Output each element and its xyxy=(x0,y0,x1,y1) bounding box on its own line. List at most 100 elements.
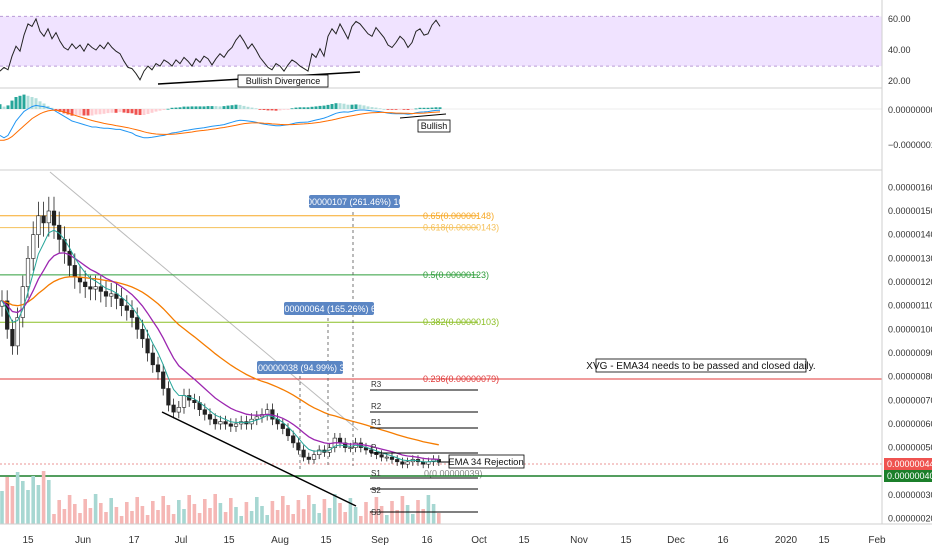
volume-bar xyxy=(5,477,9,524)
volume-bar xyxy=(229,498,233,524)
candle-body xyxy=(311,454,317,460)
volume-bar xyxy=(52,514,56,524)
macd-histogram-bar xyxy=(278,109,282,111)
macd-histogram-bar xyxy=(78,109,82,116)
volume-bar xyxy=(317,513,321,524)
candle-body xyxy=(285,428,291,437)
macd-histogram-bar xyxy=(438,107,442,109)
volume-bar xyxy=(421,509,425,524)
macd-histogram-bar xyxy=(102,109,106,114)
macd-histogram-bar xyxy=(330,104,334,109)
macd-histogram-bar xyxy=(290,108,294,110)
macd-histogram-bar xyxy=(342,103,346,109)
price-tick: 0.00000110 xyxy=(888,301,932,311)
time-tick: 15 xyxy=(620,535,632,546)
macd-histogram-bar xyxy=(318,105,322,109)
macd-histogram-bar xyxy=(118,109,122,113)
volume-bar xyxy=(327,508,332,524)
time-tick: Jun xyxy=(75,535,91,546)
candle-body xyxy=(145,338,150,354)
macd-histogram-bar xyxy=(298,107,302,109)
macd-histogram-bar xyxy=(234,104,238,109)
macd-histogram-bar xyxy=(170,107,174,109)
macd-histogram-bar xyxy=(286,109,290,110)
price-tick: 0.00000120 xyxy=(888,277,932,287)
support-price-label: 0.00000040 xyxy=(887,471,932,481)
candle-body xyxy=(223,421,228,425)
candle-body xyxy=(150,352,155,366)
volume-bar xyxy=(10,486,15,524)
candle-body xyxy=(296,442,301,451)
volume-bar xyxy=(364,502,368,524)
macd-histogram-bar xyxy=(314,106,318,109)
lower-trend-line xyxy=(161,411,357,507)
candle-body xyxy=(192,399,197,403)
volume-bar xyxy=(359,516,363,524)
volume-bar xyxy=(208,508,212,524)
volume-bar xyxy=(151,501,155,524)
price-tick: 0.00000130 xyxy=(888,253,932,263)
macd-histogram-bar xyxy=(106,109,110,114)
measure-label-1: 0.00000107 (261.46%) 107 xyxy=(299,197,408,207)
macd-histogram-bar xyxy=(110,109,114,113)
volume-bar xyxy=(21,481,25,524)
candle-body xyxy=(31,234,36,259)
macd-histogram-bar xyxy=(246,106,250,109)
volume-bar xyxy=(291,514,295,524)
pivot-s1-label: S1 xyxy=(371,469,381,478)
pivot-r1-label: R1 xyxy=(371,418,382,427)
volume-bar xyxy=(156,510,160,524)
fibonacci-levels: 0.65(0.00000148) 0.618(0.00000143) 0.5(0.0… xyxy=(0,211,882,479)
measure-label-2: 0.00000064 (165.26%) 64 xyxy=(277,304,381,314)
measure-box-1 xyxy=(309,195,400,208)
macd-panel: Bullish 0.00000000 −0.00000010 xyxy=(0,94,932,150)
macd-histogram-bar xyxy=(270,109,274,111)
pivot-s2-label: S2 xyxy=(371,486,381,495)
volume-bar xyxy=(234,507,238,524)
time-tick: 16 xyxy=(421,535,433,546)
macd-histogram-bar xyxy=(354,104,358,109)
candle-body xyxy=(72,265,77,278)
macd-histogram-bar xyxy=(174,107,178,109)
volume-bar xyxy=(197,513,202,524)
volume-bar xyxy=(255,497,259,524)
volume-bar xyxy=(125,502,129,524)
volume-bar xyxy=(431,504,436,524)
macd-histogram-bar xyxy=(50,107,54,109)
divergence-label: Bullish Divergence xyxy=(246,76,321,86)
rsi-tick: 20.00 xyxy=(888,76,911,86)
fib-level-label: 0.382(0.00000103) xyxy=(423,317,499,327)
candle-body xyxy=(384,456,389,459)
macd-histogram-bar xyxy=(242,105,246,109)
macd-histogram-bar xyxy=(370,107,374,109)
ema-rejection-label: EMA 34 Rejection xyxy=(448,457,524,468)
pivot-r2-label: R2 xyxy=(371,402,382,411)
macd-histogram-bar xyxy=(222,106,226,109)
macd-histogram-bar xyxy=(302,107,306,109)
volume-bar xyxy=(57,500,61,524)
macd-histogram-bar xyxy=(86,109,90,116)
measure-box-3 xyxy=(257,361,343,374)
price-tick: 0.00000100 xyxy=(888,324,932,334)
volume-bar xyxy=(177,500,181,524)
candle-body xyxy=(155,364,161,373)
time-tick: 15 xyxy=(22,535,34,546)
candle-body xyxy=(10,328,15,347)
time-tick: Nov xyxy=(570,535,588,546)
macd-histogram-bar xyxy=(390,109,394,110)
candle-body xyxy=(202,409,207,415)
pivot-levels: R3 R2 R1 P S1 S2 S3 xyxy=(370,380,478,517)
candle-body xyxy=(228,423,233,427)
macd-histogram-bar xyxy=(130,109,134,114)
time-tick: 16 xyxy=(717,535,729,546)
macd-histogram-bar xyxy=(402,109,406,110)
price-tick: 0.00000070 xyxy=(888,395,932,405)
candle-body xyxy=(25,257,31,287)
candle-body xyxy=(171,404,176,413)
time-tick: 15 xyxy=(518,535,530,546)
macd-histogram-bar xyxy=(406,109,410,110)
macd-histogram-bar xyxy=(94,109,98,115)
candle-body xyxy=(36,215,41,236)
macd-histogram-bar xyxy=(114,109,118,113)
